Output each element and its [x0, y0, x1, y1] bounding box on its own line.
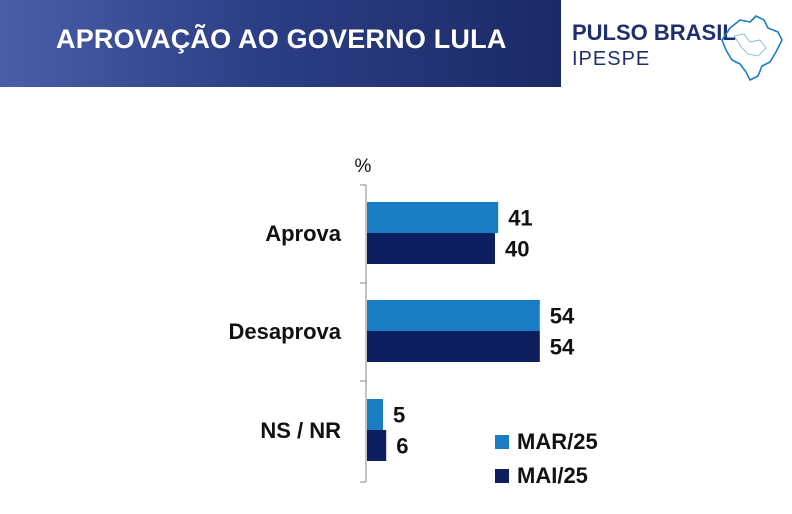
data-label: 54	[550, 335, 575, 360]
bar-mai25	[367, 430, 387, 461]
category-label: Desaprova	[228, 319, 341, 344]
logo-line1: PULSO BRASIL	[572, 20, 736, 45]
pulso-brasil-logo: PULSO BRASIL IPESPE	[572, 14, 787, 84]
legend-swatch-mai25	[495, 469, 509, 483]
bar-mar25	[367, 202, 499, 233]
bar-mar25	[367, 399, 383, 430]
data-label: 54	[550, 304, 575, 329]
legend-swatch-mar25	[495, 435, 509, 449]
logo-line2: IPESPE	[572, 48, 651, 70]
legend-label: MAR/25	[517, 429, 598, 454]
category-label: Aprova	[265, 221, 342, 246]
legend-label: MAI/25	[517, 463, 588, 488]
brazil-map-icon	[721, 15, 783, 81]
bar-mai25	[367, 331, 540, 362]
data-label: 6	[396, 434, 408, 459]
data-label: 5	[393, 403, 405, 428]
header-banner: APROVAÇÃO AO GOVERNO LULA	[0, 0, 561, 87]
unit-label: %	[355, 156, 372, 177]
category-label: NS / NR	[260, 418, 341, 443]
page-title: APROVAÇÃO AO GOVERNO LULA	[56, 24, 507, 54]
bar-mai25	[367, 233, 495, 264]
bar-mar25	[367, 300, 540, 331]
data-label: 40	[505, 237, 529, 262]
data-label: 41	[508, 206, 532, 231]
